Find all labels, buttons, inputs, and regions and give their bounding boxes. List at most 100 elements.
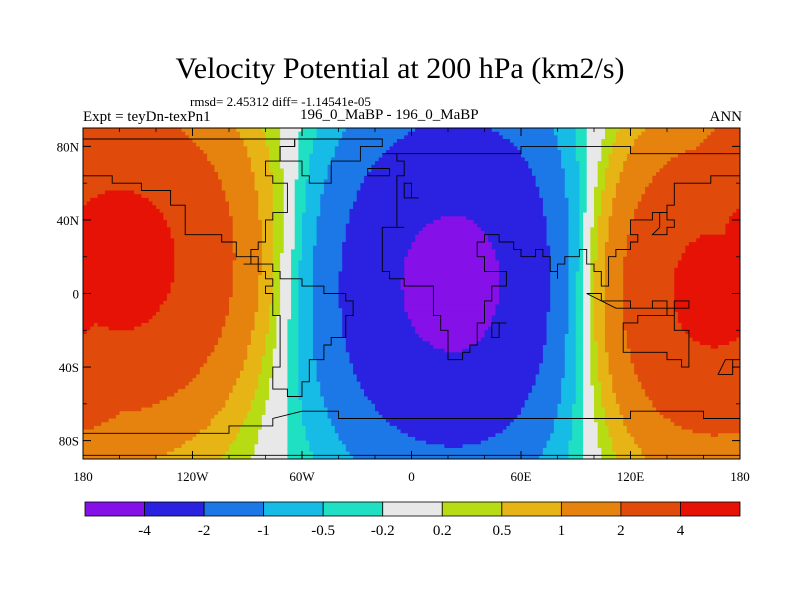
x-tick-label: 120E [617, 469, 645, 484]
contour-cell [258, 304, 270, 309]
contour-cell [550, 436, 573, 442]
contour-cell [298, 271, 314, 276]
contour-cell [550, 308, 570, 313]
contour-cell [229, 297, 259, 302]
contour-cell [302, 230, 318, 236]
contour-cell [166, 219, 234, 225]
contour-cell [280, 297, 292, 302]
contour-cell [250, 168, 270, 173]
contour-cell [550, 267, 570, 273]
contour-cell [612, 197, 643, 203]
contour-cell [232, 227, 263, 232]
contour-cell [575, 131, 588, 136]
contour-cell [287, 407, 303, 412]
contour-cell [583, 356, 591, 361]
contour-cell [641, 451, 740, 456]
contour-cell [575, 367, 584, 372]
contour-cell [229, 208, 259, 214]
contour-cell [320, 194, 358, 199]
contour-cell [696, 146, 740, 151]
contour-cell [250, 164, 270, 170]
contour-cell [674, 275, 740, 280]
contour-cell [499, 271, 551, 276]
contour-cell [360, 186, 540, 192]
contour-cell [575, 363, 584, 368]
contour-cell [97, 194, 142, 199]
contour-cell [583, 238, 591, 243]
contour-cell [542, 212, 570, 217]
contour-cell [590, 359, 599, 364]
contour-cell [557, 135, 577, 140]
contour-cell [272, 271, 281, 276]
contour-cell [422, 337, 482, 342]
contour-cell [572, 429, 584, 434]
contour-cell [294, 194, 307, 199]
contour-cell [349, 451, 544, 456]
contour-cell [583, 264, 591, 269]
contour-cell [564, 367, 577, 372]
contour-cell [134, 326, 223, 331]
contour-cell [298, 300, 314, 306]
contour-cell [280, 264, 292, 269]
contour-cell [287, 389, 299, 394]
contour-cell [568, 260, 580, 265]
contour-cell [608, 219, 632, 225]
contour-cell [590, 242, 599, 247]
contour-cell [572, 403, 584, 409]
contour-cell [550, 253, 570, 258]
contour-cell [83, 253, 175, 258]
contour-cell [232, 289, 259, 295]
contour-cell [232, 216, 259, 221]
contour-cell [349, 352, 544, 357]
contour-cell [604, 135, 617, 140]
contour-cell [305, 194, 321, 199]
contour-cell [407, 311, 497, 317]
contour-cell [229, 444, 256, 449]
contour-cell [590, 348, 599, 353]
contour-cell [597, 341, 606, 346]
contour-cell [579, 179, 588, 184]
contour-cell [583, 227, 591, 232]
contour-cell [269, 389, 288, 394]
contour-cell [83, 333, 223, 339]
contour-cell [583, 275, 591, 280]
contour-cell [298, 319, 314, 324]
contour-cell [579, 242, 584, 247]
contour-cell [261, 414, 288, 420]
contour-cell [302, 227, 318, 232]
contour-cell [590, 330, 595, 335]
contour-cell [309, 161, 332, 166]
contour-cell [531, 389, 562, 394]
contour-cell [283, 205, 296, 210]
contour-cell [568, 297, 577, 302]
contour-cell [608, 153, 628, 159]
contour-cell [254, 447, 288, 453]
contour-cell [302, 223, 318, 228]
contour-cell [349, 359, 544, 364]
contour-cell [101, 422, 212, 427]
contour-cell [83, 223, 168, 228]
contour-cell [604, 407, 621, 412]
contour-cell [495, 304, 551, 309]
contour-cell [590, 304, 595, 309]
contour-cell [601, 400, 617, 405]
contour-cell [623, 286, 675, 291]
contour-cell [287, 326, 299, 331]
contour-cell [83, 311, 157, 317]
contour-cell [583, 429, 599, 434]
contour-cell [480, 227, 548, 232]
contour-cell [579, 172, 588, 177]
contour-cell [604, 308, 624, 313]
contour-cell [568, 311, 577, 317]
contour-cell [575, 293, 584, 298]
contour-cell [90, 197, 150, 203]
contour-cell [579, 227, 584, 232]
contour-cell [272, 205, 285, 210]
contour-cell [312, 297, 340, 302]
contour-cell [575, 271, 584, 276]
contour-cell [597, 429, 610, 434]
contour-cell [261, 356, 274, 361]
contour-cell [265, 352, 274, 357]
contour-cell [568, 253, 580, 258]
